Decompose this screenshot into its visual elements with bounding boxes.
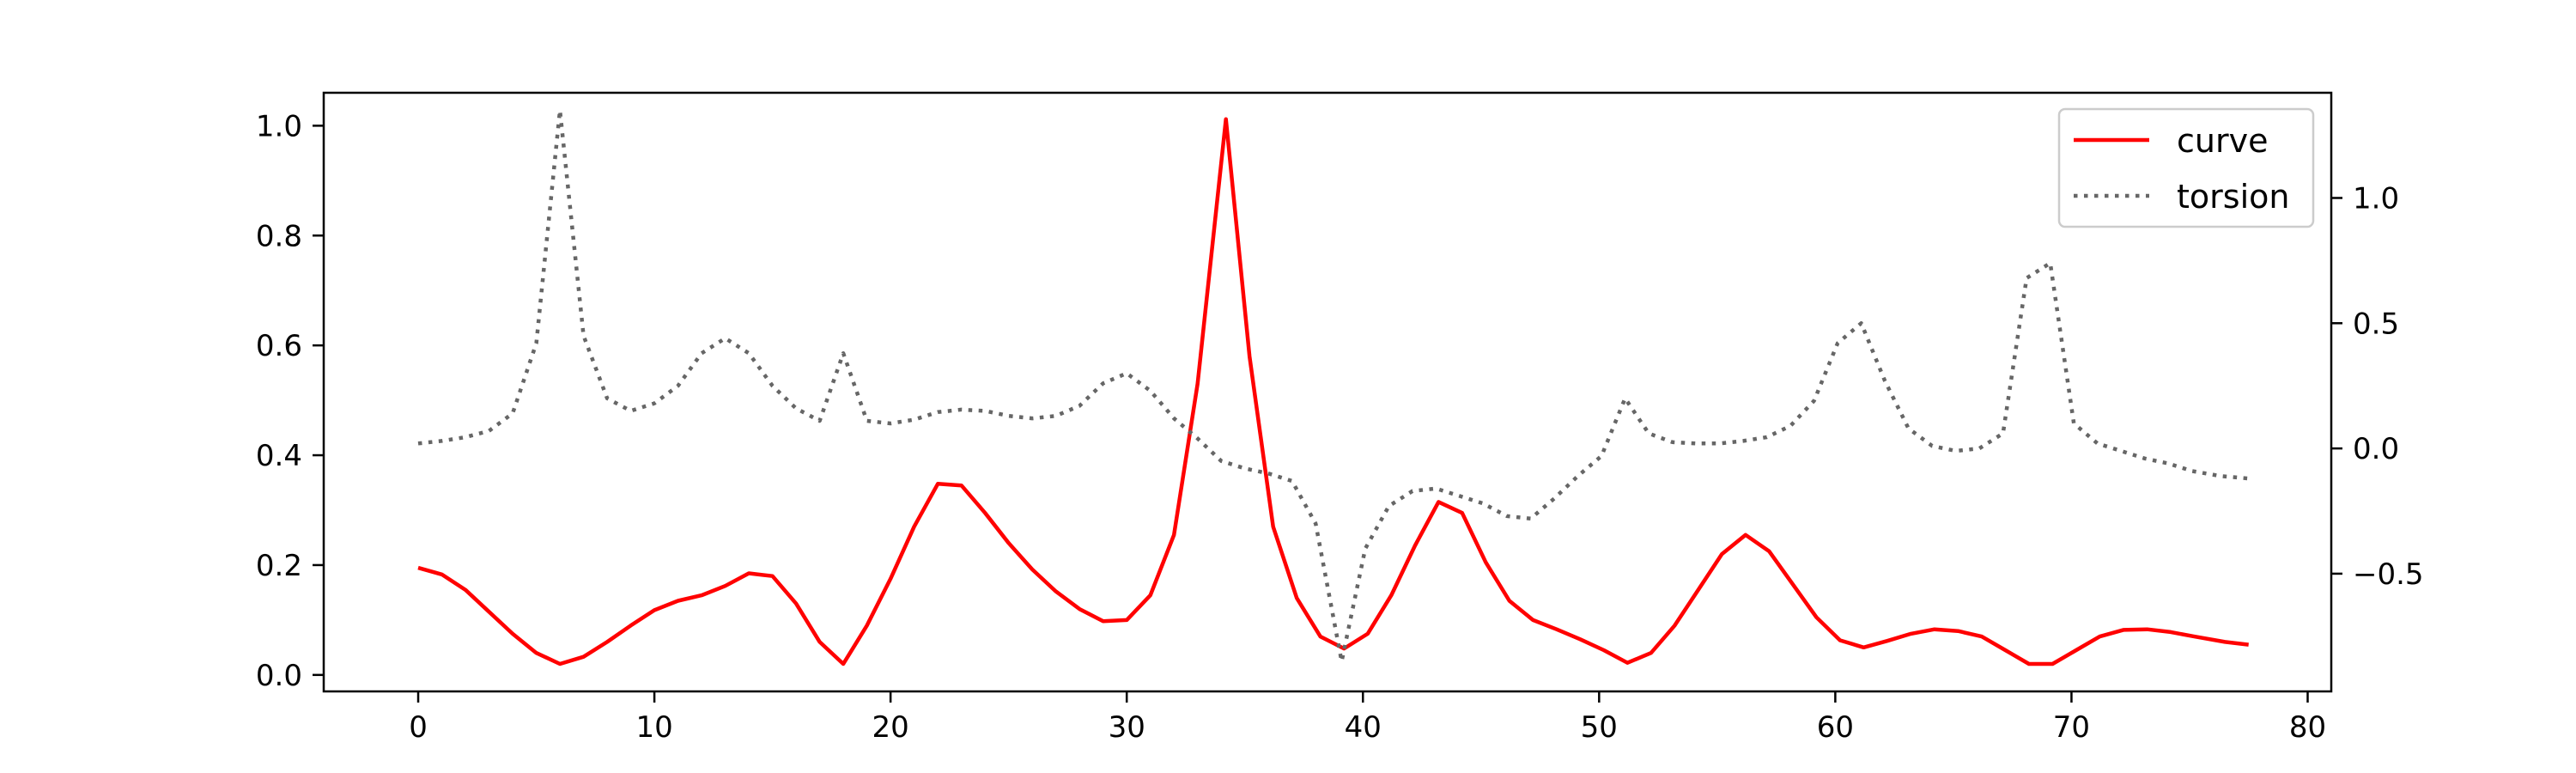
y-left-tick-label: 0.2 <box>256 549 302 583</box>
x-tick-label: 50 <box>1581 710 1618 745</box>
legend-label-torsion: torsion <box>2177 178 2289 216</box>
y-left-tick-label: 0.8 <box>256 219 302 253</box>
x-tick-label: 40 <box>1345 710 1382 745</box>
x-tick-label: 0 <box>409 710 428 745</box>
legend: curve torsion <box>2057 107 2315 228</box>
y-right-tick-label: 0.0 <box>2353 432 2399 466</box>
y-right-tick-label: 0.5 <box>2353 307 2399 341</box>
y-left-tick-label: 1.0 <box>256 109 302 143</box>
series-layer <box>417 108 2249 666</box>
series-line-torsion <box>417 108 2249 664</box>
y-right-tick-label: −0.5 <box>2353 557 2424 592</box>
x-axis: 0 10 20 30 40 50 60 70 80 <box>409 691 2326 745</box>
series-line-curve <box>417 117 2249 666</box>
plot-area <box>324 93 2331 691</box>
plot-frame <box>322 91 2333 693</box>
x-tick-label: 10 <box>635 710 672 745</box>
legend-label-curve: curve <box>2177 122 2268 160</box>
y-left-tick-label: 0.4 <box>256 439 302 473</box>
x-tick-label: 20 <box>872 710 909 745</box>
x-tick-label: 70 <box>2053 710 2090 745</box>
x-tick-label: 60 <box>1817 710 1854 745</box>
y-left-tick-label: 0.0 <box>256 659 302 693</box>
x-tick-label: 30 <box>1109 710 1145 745</box>
y-axis-right: −0.5 0.0 0.5 1.0 <box>2331 181 2424 592</box>
y-axis-left: 0.0 0.2 0.4 0.6 0.8 1.0 <box>256 109 324 693</box>
x-tick-label: 80 <box>2289 710 2326 745</box>
y-right-tick-label: 1.0 <box>2353 181 2399 216</box>
y-left-tick-label: 0.6 <box>256 329 302 363</box>
